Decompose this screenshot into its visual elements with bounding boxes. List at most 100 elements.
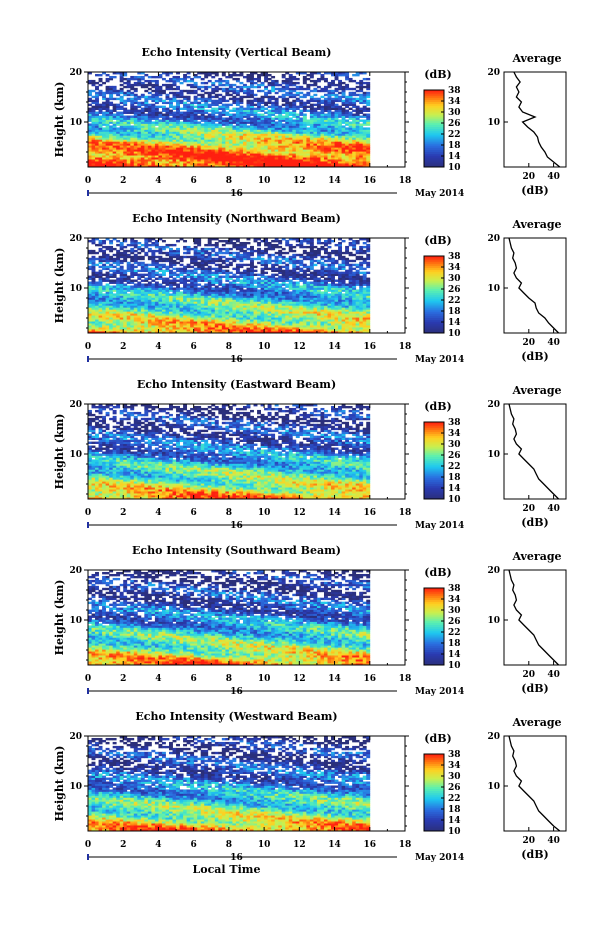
heatmap-cell: [123, 155, 128, 158]
heatmap-cell: [352, 129, 357, 132]
heatmap-cell: [299, 123, 304, 126]
heatmap-cell: [144, 113, 149, 116]
heatmap-cell: [338, 139, 342, 142]
heatmap-cell: [232, 143, 237, 146]
heatmap-cell: [323, 145, 328, 148]
heatmap-cell: [218, 123, 223, 126]
heatmap-cell: [348, 149, 353, 152]
heatmap-cell: [323, 135, 328, 138]
heatmap-cell: [169, 125, 173, 128]
heatmap-cell: [278, 115, 283, 118]
heatmap-cell: [232, 99, 237, 103]
heatmap-cell: [366, 99, 371, 103]
heatmap-cell: [140, 153, 145, 156]
heatmap-cell: [137, 123, 142, 126]
heatmap-cell: [292, 101, 297, 105]
heatmap-cell: [109, 103, 114, 107]
heatmap-cell: [345, 155, 350, 158]
heatmap-cell: [309, 163, 314, 166]
heatmap-cell: [316, 129, 321, 132]
heatmap-cell: [309, 153, 314, 156]
heatmap-cell: [119, 123, 124, 126]
heatmap-cell: [239, 159, 244, 162]
heatmap-cell: [154, 153, 159, 156]
heatmap-cell: [211, 101, 216, 105]
heatmap-cell: [341, 147, 346, 150]
heatmap-cell: [295, 123, 300, 126]
heatmap-cell: [147, 117, 152, 120]
heatmap-cell: [232, 141, 237, 144]
heatmap-cell: [112, 75, 117, 79]
heatmap-cell: [235, 151, 240, 154]
heatmap-cell: [186, 149, 191, 152]
heatmap-cell: [137, 119, 142, 122]
heatmap-cell: [338, 111, 342, 114]
heatmap-cell: [313, 111, 318, 114]
heatmap-cell: [130, 117, 135, 120]
heatmap-cell: [348, 125, 353, 128]
heatmap-cell: [302, 115, 307, 118]
heatmap-cell: [207, 163, 212, 166]
heatmap-cell: [278, 139, 283, 142]
heatmap-cell: [242, 161, 247, 164]
heatmap-cell: [88, 119, 92, 122]
heatmap-cell: [193, 149, 198, 152]
heatmap-cell: [109, 137, 114, 140]
heatmap-cell: [151, 125, 156, 128]
heatmap-cell: [323, 127, 328, 130]
heatmap-cell: [98, 161, 103, 164]
heatmap-cell: [218, 107, 223, 111]
heatmap-cell: [137, 113, 142, 116]
heatmap-cell: [331, 165, 335, 168]
heatmap-cell: [207, 147, 212, 150]
heatmap-cell: [264, 139, 269, 142]
heatmap-cell: [197, 75, 202, 79]
heatmap-cell: [130, 145, 135, 148]
heatmap-cell: [302, 139, 307, 142]
heatmap-cell: [250, 129, 254, 132]
heatmap-cell: [228, 73, 233, 77]
heatmap-cell: [147, 163, 152, 166]
heatmap-cell: [242, 155, 247, 158]
heatmap-cell: [348, 107, 353, 111]
heatmap-cell: [95, 91, 99, 95]
heatmap-cell: [144, 115, 149, 118]
y-tick-label: 20: [69, 68, 82, 78]
heatmap-cell: [133, 75, 138, 79]
heatmap-cell: [133, 123, 138, 126]
heatmap-cell: [355, 143, 360, 146]
heatmap-cell: [105, 163, 110, 166]
heatmap-cell: [193, 119, 198, 122]
heatmap-cell: [218, 127, 223, 130]
heatmap-cell: [147, 133, 152, 136]
heatmap-cell: [295, 141, 300, 144]
heatmap-cell: [235, 147, 240, 150]
heatmap-cell: [183, 117, 188, 120]
heatmap-cell: [197, 163, 202, 166]
heatmap-cell: [345, 95, 350, 99]
heatmap-cell: [193, 151, 198, 154]
heatmap-cell: [302, 145, 307, 148]
heatmap-cell: [271, 117, 276, 120]
heatmap-cell: [119, 83, 124, 87]
heatmap-cell: [91, 105, 96, 109]
heatmap-cell: [260, 151, 265, 154]
heatmap-cell: [250, 89, 254, 93]
heatmap-cell: [211, 125, 216, 128]
heatmap-cell: [179, 151, 184, 154]
heatmap-cell: [91, 161, 96, 164]
heatmap-cell: [267, 109, 272, 112]
heatmap-cell: [306, 147, 311, 150]
heatmap-cell: [271, 145, 276, 148]
heatmap-cell: [366, 133, 371, 136]
heatmap-cell: [214, 109, 219, 112]
heatmap-cell: [299, 157, 304, 160]
heatmap-cell: [221, 151, 226, 154]
heatmap-cell: [172, 141, 177, 144]
heatmap-cell: [186, 143, 191, 146]
heatmap-cell: [197, 111, 202, 114]
heatmap-cell: [316, 77, 321, 81]
heatmap-cell: [295, 159, 300, 162]
heatmap-cell: [260, 113, 265, 116]
heatmap-cell: [250, 151, 254, 154]
